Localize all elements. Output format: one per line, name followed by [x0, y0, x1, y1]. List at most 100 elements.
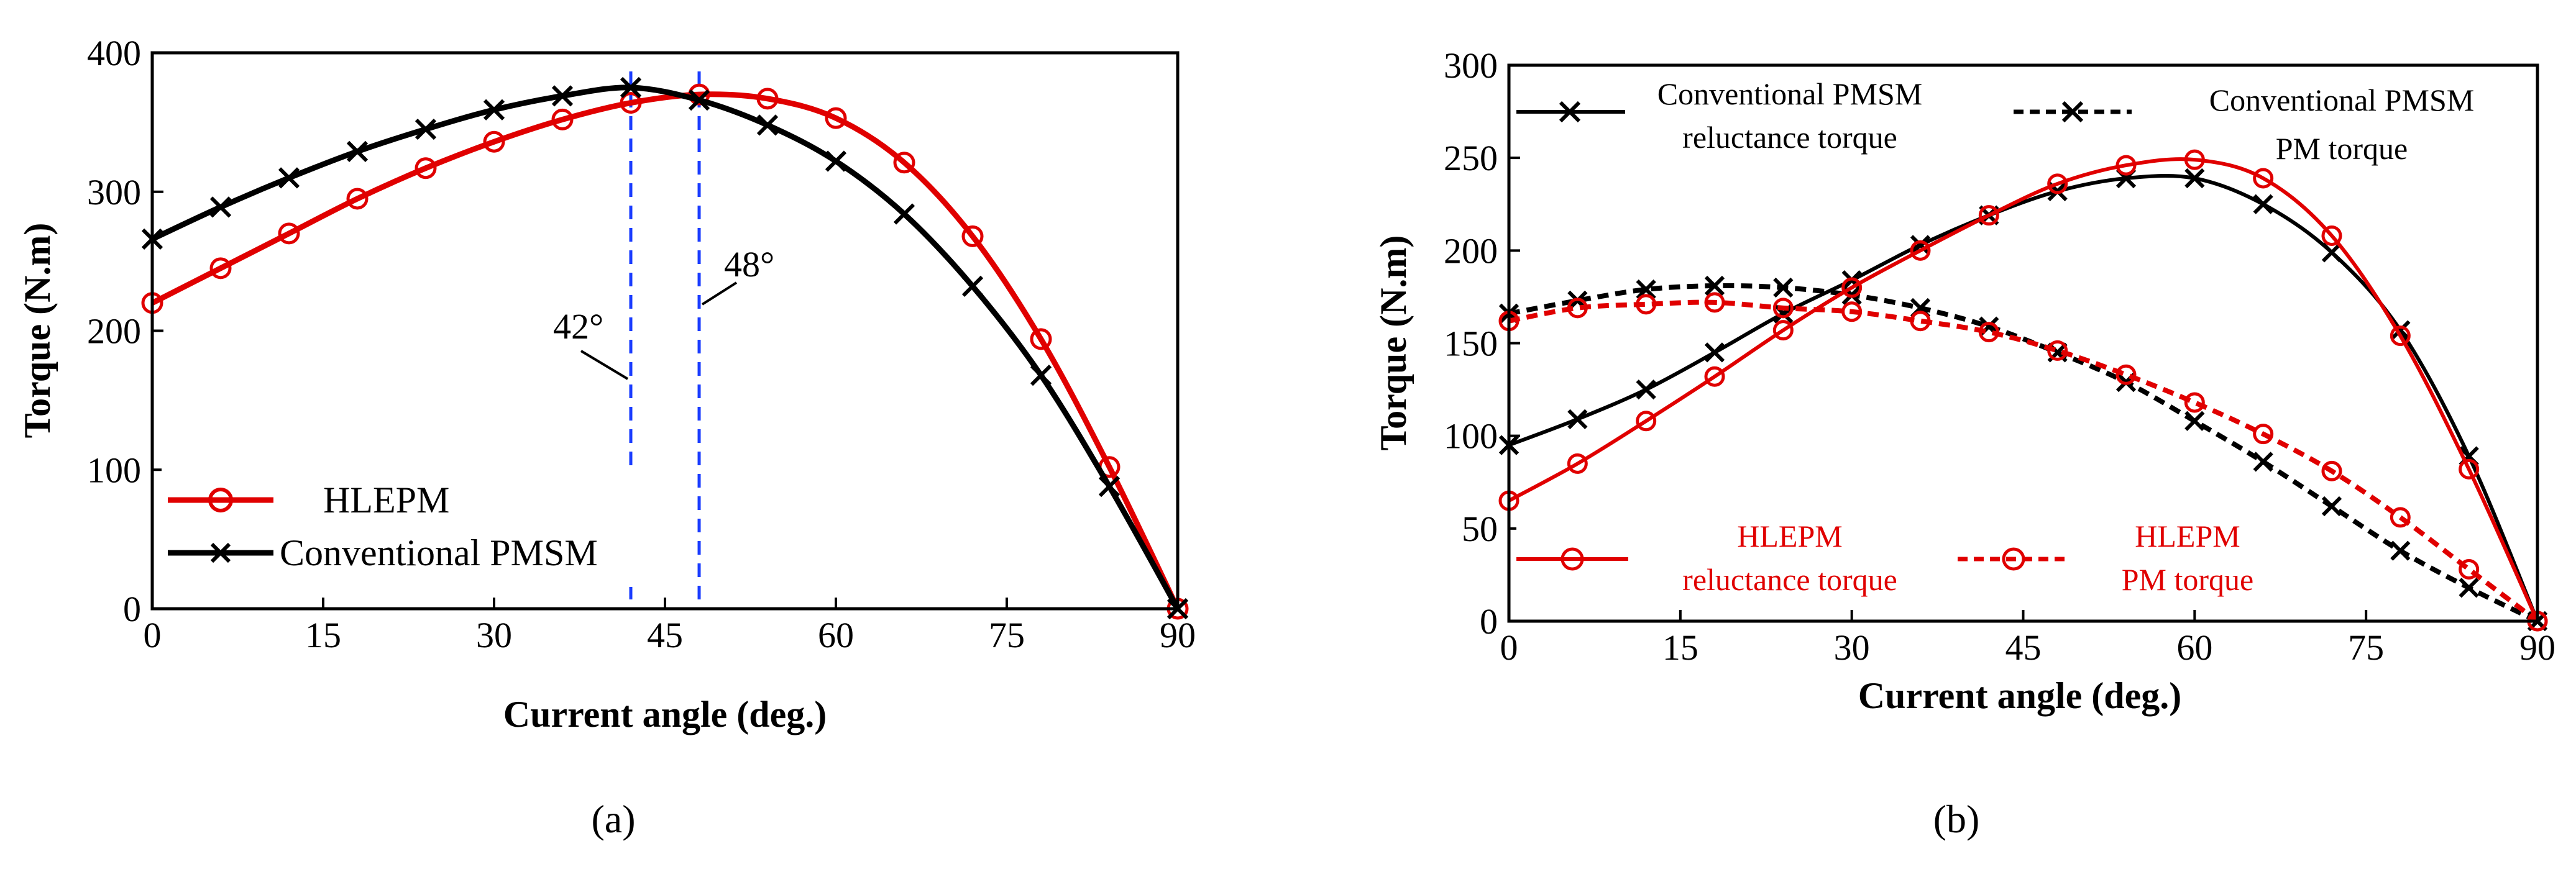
y-tick-label: 50: [1462, 509, 1498, 549]
panel-a-legend: HLEPM Conventional PMSM: [162, 466, 690, 587]
data-point: [893, 152, 915, 174]
data-point: [1704, 366, 1725, 387]
y-tick-label: 0: [1480, 601, 1498, 642]
data-point: [1704, 292, 1725, 313]
y-tick-label: 300: [1444, 45, 1498, 86]
x-tick-label: 30: [476, 615, 512, 655]
data-point: [415, 118, 437, 140]
x-tick-label: 75: [2348, 627, 2384, 668]
legend-b-hlepm-reluctance-line1: HLEPM: [1737, 519, 1842, 553]
data-point: [620, 76, 642, 99]
data-point: [756, 114, 779, 136]
panel-b-legend-top: Conventional PMSM reluctance torque Conv…: [1516, 76, 2474, 166]
data-point: [2047, 173, 2068, 194]
data-point: [1636, 379, 1656, 400]
legend-b-hlepm-reluctance-line2: reluctance torque: [1682, 562, 1897, 597]
data-point: [551, 85, 574, 107]
x-tick-label: 90: [1160, 615, 1196, 655]
panel-a-ticks: 0 15 30 45 60 75 90 0 100 200 300 400: [87, 33, 1196, 655]
data-point: [825, 107, 847, 129]
annotation-leader-48: [701, 281, 738, 306]
data-point: [2047, 340, 2068, 361]
data-point: [1567, 453, 1588, 474]
data-point: [415, 157, 437, 180]
x-tick-label: 75: [989, 615, 1025, 655]
x-tick-label: 90: [2519, 627, 2555, 668]
x-tick-label: 45: [647, 615, 683, 655]
legend-b-conv-pm-line2: PM torque: [2276, 131, 2408, 166]
panel-a-y-label: Torque (N.m): [17, 223, 58, 439]
data-point: [278, 222, 300, 245]
panel-a-annotations: 42° 48°: [553, 244, 774, 347]
data-point: [1773, 303, 1794, 324]
data-point: [2115, 364, 2137, 385]
y-tick-label: 400: [87, 33, 141, 73]
data-point: [2390, 540, 2411, 561]
x-tick-label: 30: [1834, 627, 1870, 668]
data-point: [2321, 460, 2342, 481]
data-point: [893, 203, 915, 225]
y-tick-label: 250: [1444, 138, 1498, 178]
legend-b-hlepm-pm-line1: HLEPM: [2135, 519, 2240, 553]
data-point: [1098, 475, 1121, 498]
y-tick-label: 100: [87, 450, 141, 490]
data-point: [1978, 205, 1999, 226]
data-point: [1704, 342, 1725, 363]
data-point: [1772, 298, 1794, 319]
data-point: [620, 92, 642, 114]
data-point: [2253, 424, 2274, 445]
legend-a-conventional-pmsm: Conventional PMSM: [280, 532, 598, 573]
data-point: [2459, 578, 2479, 598]
data-point: [2184, 149, 2205, 170]
data-point: [825, 150, 847, 172]
panel-a-chart: 0 15 30 45 60 75 90 0 100 200 300 400 HLEPM Convent…: [17, 33, 1196, 841]
data-point: [551, 108, 574, 130]
data-point: [2253, 452, 2273, 472]
legend-b-conv-reluctance-line2: reluctance torque: [1682, 120, 1897, 155]
panel-a-caption: (a): [591, 797, 635, 841]
x-tick-label: 0: [1500, 627, 1518, 668]
panel-b-x-label: Current angle (deg.): [1858, 675, 2182, 716]
y-tick-label: 100: [1444, 416, 1498, 457]
data-point: [346, 188, 369, 210]
annotation-48deg: 48°: [724, 244, 774, 284]
data-point: [1567, 298, 1588, 319]
y-tick-label: 200: [1444, 230, 1498, 271]
panel-b-y-label: Torque (N.m): [1373, 235, 1414, 451]
x-tick-label: 60: [818, 615, 854, 655]
data-point: [961, 225, 984, 247]
data-point: [483, 130, 505, 153]
data-point: [2184, 392, 2205, 413]
data-point: [209, 196, 232, 218]
legend-b-hlepm-pm-line2: PM torque: [2122, 562, 2254, 597]
panel-b-series: [1498, 149, 2548, 632]
legend-b-conv-reluctance-line1: Conventional PMSM: [1657, 76, 1922, 111]
data-point: [2459, 458, 2480, 480]
data-point: [1704, 275, 1725, 296]
panel-a-series: [141, 71, 1189, 620]
data-point: [2115, 155, 2137, 176]
panel-b-chart: 0 15 30 45 60 75 90 0 50 100 150 200 250 300 Conventi…: [1373, 45, 2555, 841]
data-point: [1636, 294, 1657, 315]
x-tick-label: 0: [144, 615, 162, 655]
data-point: [1773, 277, 1794, 298]
data-point: [2184, 411, 2205, 431]
data-point: [2321, 496, 2342, 517]
annotation-leader-42: [580, 350, 629, 380]
data-point: [1910, 235, 1931, 255]
legend-b-conv-pm-line1: Conventional PMSM: [2209, 83, 2474, 117]
data-point: [1030, 364, 1052, 386]
data-point: [2253, 168, 2274, 189]
panel-b-ticks: 0 15 30 45 60 75 90 0 50 100 150 200 250 300: [1444, 45, 2555, 668]
data-point: [1910, 311, 1931, 332]
data-point: [1772, 320, 1794, 341]
y-tick-label: 0: [123, 589, 141, 629]
data-point: [688, 83, 710, 106]
series-line-1-3: [1508, 299, 2539, 624]
series-line-1-1: [1508, 283, 2539, 624]
data-point: [1910, 240, 1931, 261]
data-point: [2390, 325, 2411, 347]
data-point: [278, 167, 300, 189]
y-tick-label: 300: [87, 172, 141, 212]
panel-a-x-label: Current angle (deg.): [503, 694, 827, 735]
